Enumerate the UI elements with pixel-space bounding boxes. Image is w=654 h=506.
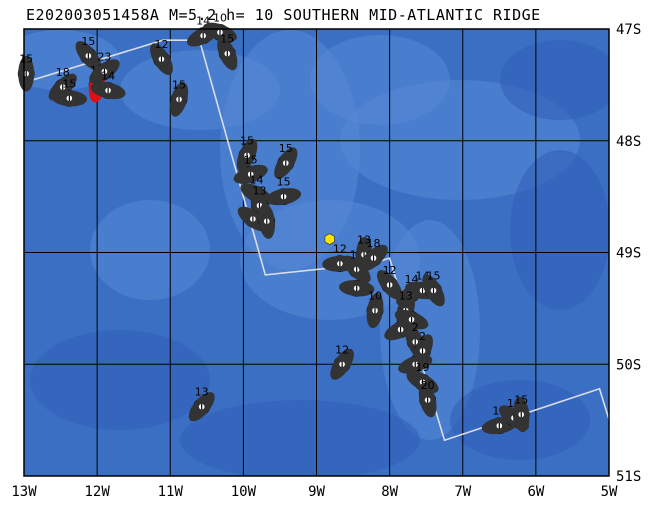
focal-mechanism[interactable]: 15	[51, 77, 88, 107]
depth-label: 20	[421, 379, 435, 392]
focal-mechanism[interactable]: 20	[418, 379, 437, 418]
focal-mechanism[interactable]	[394, 309, 429, 330]
depth-label: 13	[195, 386, 209, 399]
depth-label: 15	[244, 153, 258, 166]
focal-mechanism[interactable]	[338, 279, 375, 297]
graticule	[23, 28, 610, 477]
focal-mechanism[interactable]: 15	[274, 142, 298, 179]
depth-label: 15	[277, 176, 291, 189]
map-title: E202003051458A M=5.2 h= 10 SOUTHERN MID-…	[26, 6, 541, 24]
lat-tick-label: 49S	[616, 246, 641, 262]
depth-label: 23	[97, 50, 111, 63]
bathymetry-patch	[90, 200, 210, 300]
focal-mechanism[interactable]: 10	[366, 290, 384, 329]
depth-label: 2	[419, 330, 426, 343]
depth-label: 12	[383, 264, 397, 277]
bathymetry-patch	[310, 35, 450, 125]
lon-tick-label: 12W	[84, 484, 110, 500]
focal-mechanism[interactable]: 12	[150, 38, 173, 75]
focal-mechanism[interactable]: 15	[17, 53, 35, 92]
lon-tick-label: 6W	[527, 484, 544, 500]
lon-tick-label: 13W	[11, 484, 37, 500]
depth-label: 15	[514, 394, 528, 407]
depth-label: 15	[19, 53, 33, 66]
depth-label: 13	[252, 185, 266, 198]
lat-tick-label: 47S	[616, 22, 641, 38]
depth-label: 2	[412, 321, 419, 334]
bathymetry-patch	[500, 40, 609, 120]
bathymetry-patch	[180, 400, 420, 476]
depth-label: 14	[101, 69, 115, 82]
depth-label: 15	[220, 33, 234, 46]
focal-mechanism[interactable]	[258, 203, 276, 239]
depth-label: 12	[333, 243, 347, 256]
depth-label: 15	[172, 78, 186, 91]
depth-label: 15	[62, 77, 76, 90]
focal-mechanism[interactable]: 15	[217, 33, 238, 71]
depth-label: 13	[399, 290, 413, 303]
axis-labels: 13W 12W 11W 10W 9W 8W 7W 6W 5W 47S 48S 49S 50S 51S	[11, 22, 641, 500]
focal-mechanism[interactable]: 12	[330, 343, 354, 380]
lon-tick-label: 9W	[308, 484, 325, 500]
depth-label: 10	[213, 11, 227, 24]
lat-tick-label: 48S	[616, 134, 641, 150]
depth-label: 14	[250, 173, 264, 186]
depth-label: 18	[56, 66, 70, 79]
epicenter-marker	[324, 233, 335, 246]
depth-label: 15	[81, 35, 95, 48]
focal-mechanism[interactable]: 15	[512, 394, 530, 433]
focal-mechanism[interactable]: 15	[236, 134, 258, 172]
lon-tick-label: 10W	[231, 484, 257, 500]
focal-mechanism[interactable]: 18	[359, 237, 388, 272]
bathymetry-patch	[510, 150, 609, 310]
map-frame	[23, 28, 610, 477]
focal-mechanism[interactable]: 23	[89, 50, 120, 84]
focal-mechanism[interactable]: 14	[90, 69, 126, 100]
depth-label: 12	[154, 38, 168, 51]
depth-label: 12	[335, 343, 349, 356]
lon-tick-label: 5W	[601, 484, 618, 500]
focal-mechanism[interactable]	[398, 354, 433, 374]
lon-tick-label: 7W	[454, 484, 471, 500]
epicenter-hexagon[interactable]	[324, 233, 335, 246]
depth-label: 15	[240, 134, 254, 147]
lat-tick-label: 51S	[616, 469, 641, 485]
depth-label: 18	[367, 237, 381, 250]
focal-mechanism[interactable]: 15	[422, 269, 445, 307]
lat-tick-label: 50S	[616, 357, 641, 373]
focal-mechanism[interactable]: 15	[75, 35, 102, 71]
focal-mechanism[interactable]: 13	[188, 386, 215, 422]
lon-tick-label: 11W	[158, 484, 184, 500]
depth-label: 19	[416, 361, 430, 374]
depth-label: 15	[427, 269, 441, 282]
focal-mechanism[interactable]: 15	[169, 78, 189, 117]
focal-mechanism[interactable]: 15	[233, 153, 268, 184]
depth-label: 10	[368, 290, 382, 303]
depth-label: 15	[279, 142, 293, 155]
bathymetry-patch	[380, 220, 480, 440]
bathymetry-patch	[30, 330, 210, 430]
focal-mechanism[interactable]: 15	[266, 176, 302, 206]
depth-label: 13	[357, 234, 371, 247]
lon-tick-label: 8W	[381, 484, 398, 500]
focal-mechanism[interactable]: 12	[376, 264, 403, 300]
focal-mechanisms: 1518151510231412151410151515141315151312…	[17, 11, 530, 435]
